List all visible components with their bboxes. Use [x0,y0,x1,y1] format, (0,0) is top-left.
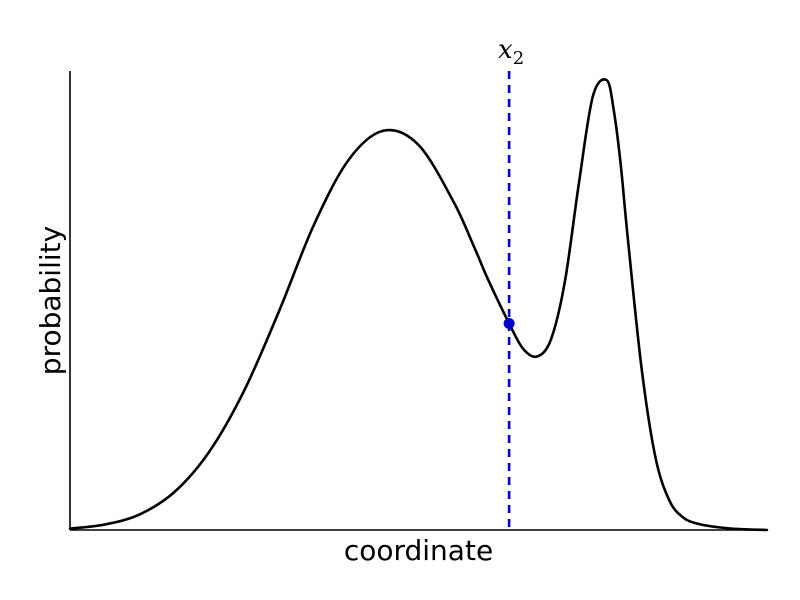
y-axis-label: probability [34,226,67,375]
probability-curve [68,78,769,532]
x2-marker-label: x2 [498,35,524,69]
x2-marker-label-base: x [498,35,513,65]
x2-intersection-point [503,317,515,329]
x2-marker-label-subscript: 2 [513,48,524,69]
plot-area [68,71,769,532]
x-axis-label: coordinate [344,534,493,567]
